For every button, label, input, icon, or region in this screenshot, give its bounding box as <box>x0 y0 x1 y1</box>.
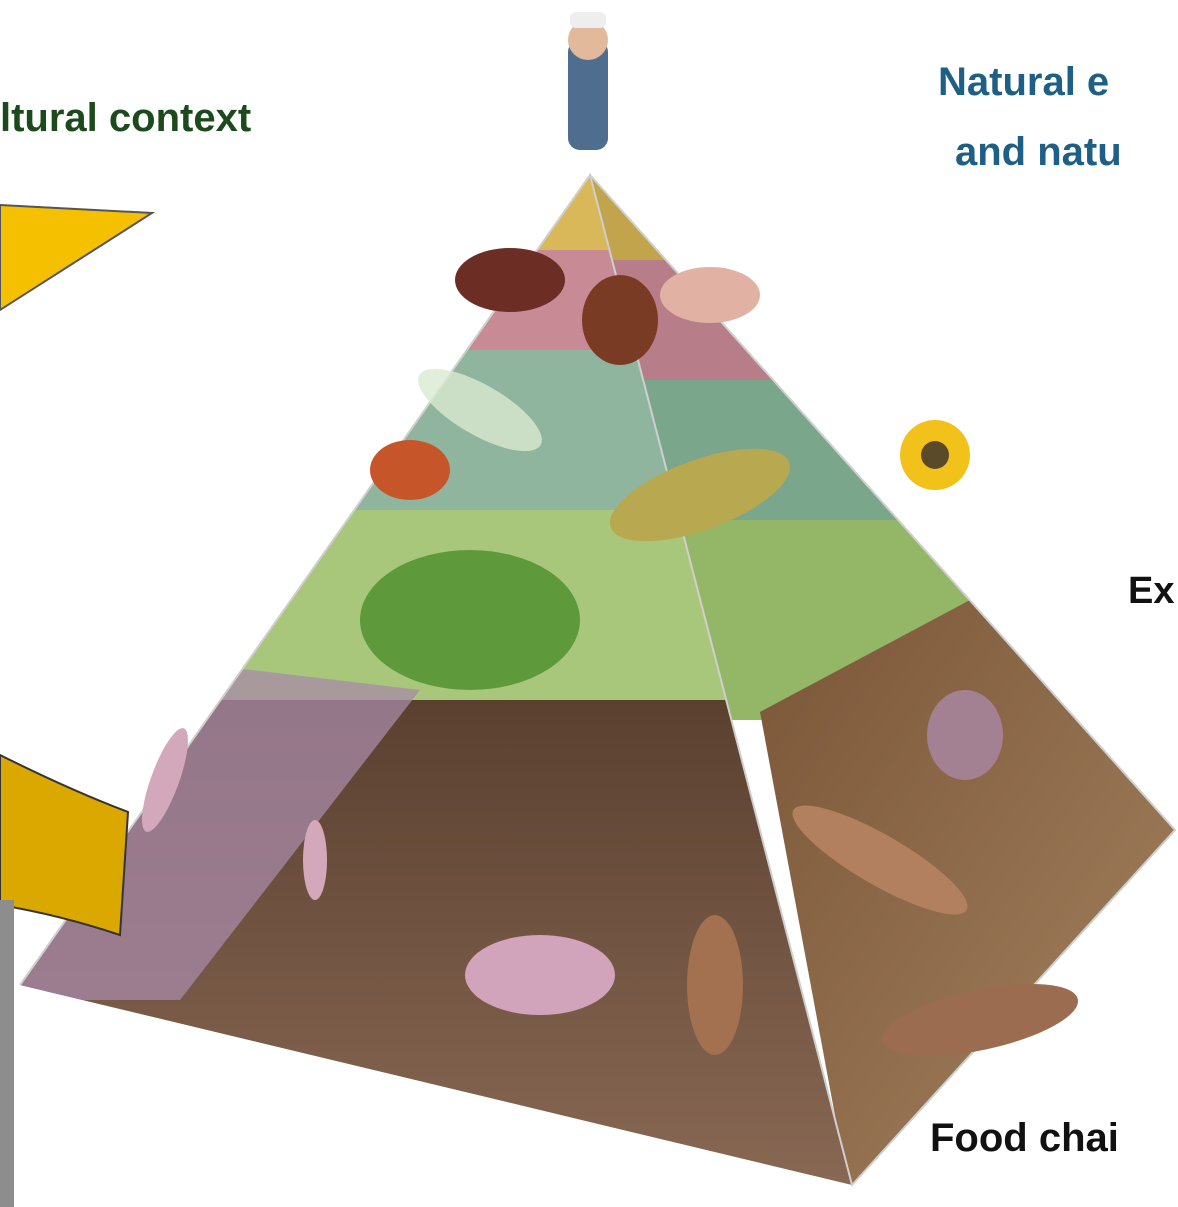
pyramid-illustration <box>0 0 1178 1207</box>
label-middle-right: Ex <box>1128 572 1174 610</box>
photo-edge <box>0 900 14 1207</box>
slide: ltural context Natural e and natu Ex Foo… <box>0 0 1178 1207</box>
heading-right-line1: Natural e <box>938 62 1109 102</box>
heading-right-line2: and natu <box>955 132 1122 172</box>
heading-left: ltural context <box>0 98 251 138</box>
callout-top <box>0 205 152 310</box>
label-bottom-right: Food chai <box>930 1118 1119 1158</box>
callout-bottom <box>0 755 128 935</box>
